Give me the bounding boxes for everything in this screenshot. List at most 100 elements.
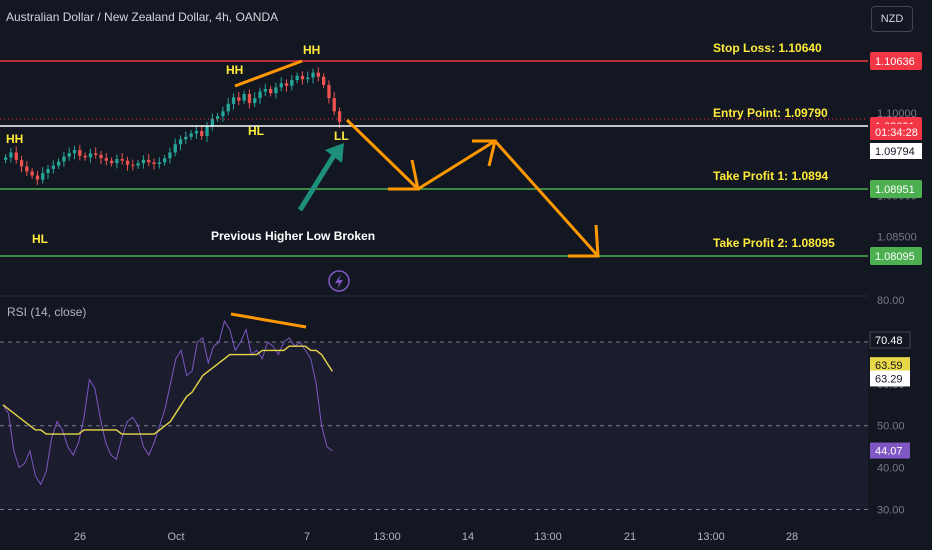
candle-body: [4, 157, 8, 160]
time-tick-label: 7: [304, 531, 310, 543]
rsi-tick-label: 80.00: [877, 295, 905, 307]
candle-body: [104, 158, 108, 161]
candle-body: [237, 97, 241, 101]
rsi-indicator-title[interactable]: RSI (14, close): [7, 305, 87, 319]
candle-body: [30, 171, 34, 176]
candle-body: [231, 97, 236, 104]
rsi-axis-value: 70.48: [875, 335, 903, 347]
hh-trendline: [234, 59, 303, 88]
candle-body: [83, 155, 87, 158]
candle-body: [115, 159, 119, 164]
candle-body: [72, 150, 77, 154]
candle-body: [216, 116, 220, 119]
swing-label: HH: [226, 63, 243, 77]
rsi-axis-value: 63.29: [875, 373, 903, 385]
time-tick-label: 21: [624, 531, 636, 543]
candle-body: [274, 87, 278, 94]
candle-body: [332, 98, 336, 112]
level-axis-value: 1.08951: [875, 184, 915, 196]
candle-body: [141, 159, 146, 164]
candles: [4, 67, 342, 185]
candle-body: [178, 139, 183, 145]
candle-body: [51, 165, 55, 169]
rsi-tick-label: 50.00: [877, 421, 905, 433]
rsi-axis-badge: [870, 370, 910, 387]
annotations: HH HL HH HL HH LL Previous Higher Low Broken: [6, 43, 600, 292]
level-label: Take Profit 1: 1.0894: [713, 169, 828, 183]
level-label: Take Profit 2: 1.08095: [713, 236, 835, 250]
rsi-tick-label: 30.00: [877, 504, 905, 516]
time-axis: 26 Oct 7 13:00 14 13:00 21 13:00 28: [74, 531, 798, 543]
candle-body: [173, 144, 177, 153]
candle-body: [136, 163, 140, 166]
candle-body: [125, 160, 130, 165]
countdown-badge: [870, 124, 922, 140]
countdown-value: 01:34:28: [875, 127, 918, 139]
candle-body: [194, 131, 199, 134]
rsi-line: [2, 319, 333, 486]
candle-body: [147, 159, 151, 163]
candle-body: [322, 76, 326, 85]
candle-body: [184, 136, 188, 140]
rsi-axis-badge: [869, 331, 911, 349]
price-tick-label: 1.10000: [877, 108, 917, 120]
level-axis-value: 1.08095: [875, 251, 915, 263]
candle-body: [311, 72, 315, 78]
level-axis-badge: [870, 180, 922, 198]
candle-body: [9, 152, 13, 158]
time-tick-label: 28: [786, 531, 798, 543]
swing-label: LL: [334, 129, 349, 143]
candle-body: [221, 111, 225, 117]
candle-body: [300, 75, 305, 80]
symbol-title[interactable]: Australian Dollar / New Zealand Dollar, …: [6, 10, 279, 24]
candle-body: [88, 153, 93, 158]
candle-body: [152, 162, 156, 164]
candle-body: [131, 164, 135, 166]
candle-body: [226, 103, 230, 112]
candle-body: [78, 150, 82, 156]
candle-body: [35, 175, 40, 180]
projected-arrowhead: [388, 159, 420, 191]
swing-label: HL: [248, 124, 264, 138]
candle-body: [99, 154, 103, 159]
candle-body: [120, 159, 124, 161]
rsi-axis-badge: [870, 357, 910, 374]
candle-body: [57, 161, 61, 166]
entry-value-badge: [870, 143, 922, 159]
time-tick-label: 26: [74, 531, 86, 543]
candle-body: [269, 89, 273, 94]
rsi-axis-value: 63.59: [875, 360, 903, 372]
swing-label: HH: [6, 132, 23, 146]
projected-path: [345, 118, 600, 258]
price-tick-label: 1.08500: [877, 231, 917, 243]
swing-label: HH: [303, 43, 320, 57]
candle-body: [337, 111, 342, 122]
candle-body: [295, 75, 299, 80]
rsi-pane: 80.0060.0050.0040.0030.0070.4863.5963.29…: [0, 295, 911, 516]
candle-body: [19, 159, 24, 167]
candle-body: [189, 133, 193, 137]
candle-body: [258, 91, 262, 99]
lightning-icon: [335, 274, 343, 289]
candle-body: [110, 160, 114, 164]
time-tick-label: 13:00: [697, 531, 725, 543]
currency-button[interactable]: NZD: [871, 6, 913, 32]
lightning-icon: [328, 270, 350, 292]
candle-body: [242, 94, 246, 101]
candle-body: [253, 98, 257, 104]
entry-value: 1.09794: [875, 146, 915, 158]
candle-body: [279, 83, 283, 88]
time-tick-label: Oct: [167, 531, 184, 543]
candle-body: [163, 158, 167, 163]
candle-body: [205, 126, 209, 136]
time-tick-label: 14: [462, 531, 474, 543]
projected-arrowhead: [568, 224, 600, 258]
candle-body: [284, 83, 289, 86]
candle-body: [46, 168, 50, 174]
level-axis-value: 1.10636: [875, 56, 915, 68]
candle-body: [210, 118, 214, 127]
candle-body: [316, 72, 320, 77]
time-tick-label: 13:00: [373, 531, 401, 543]
candle-body: [67, 153, 71, 157]
